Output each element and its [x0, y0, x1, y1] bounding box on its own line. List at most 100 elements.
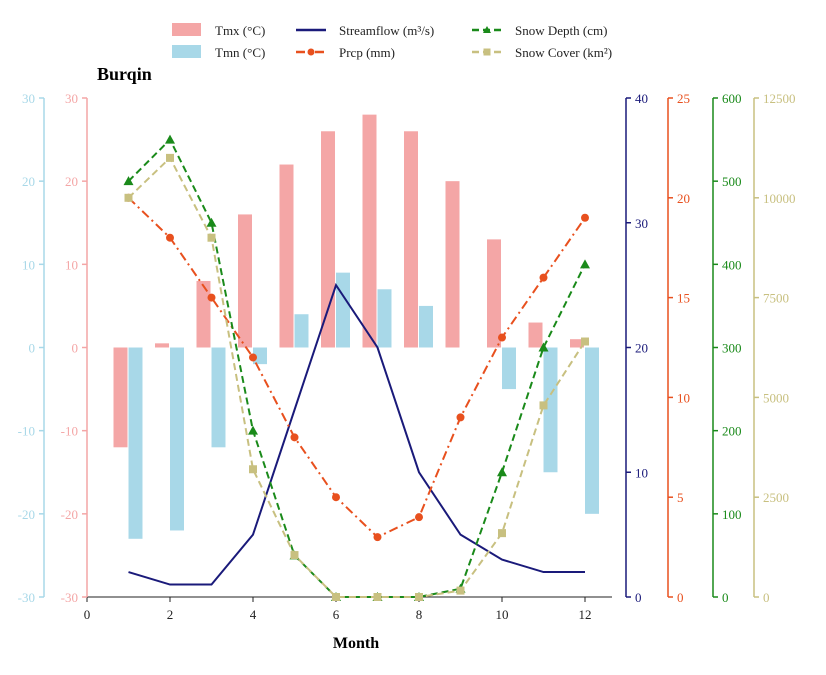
- prcp-tick-label: 0: [677, 590, 684, 605]
- temp_left_tmn-tick-label: 0: [29, 341, 36, 356]
- legend-snow-label: Snow Cover (km²): [515, 45, 612, 60]
- tmx-bar: [321, 131, 335, 348]
- snow-point: [580, 259, 590, 269]
- snow-point: [373, 593, 382, 601]
- prcp-point: [207, 293, 216, 302]
- prcp-point: [249, 353, 257, 362]
- tmn-bar: [377, 289, 392, 348]
- tmn-bar: [128, 347, 143, 539]
- temp_left_tmx-tick-label: 10: [65, 257, 78, 272]
- legend-snow-label: Snow Depth (cm): [515, 23, 607, 38]
- prcp-point: [373, 533, 382, 542]
- temp_left_tmn-tick-label: 30: [22, 91, 35, 106]
- tmx-bar: [570, 339, 584, 348]
- snow-point: [497, 467, 507, 477]
- tmn-bar: [543, 347, 558, 473]
- legend-prcp-label: Prcp (mm): [339, 45, 395, 60]
- snow-point: [332, 593, 340, 601]
- streamflow-tick-label: 10: [635, 465, 648, 480]
- legend-tmx-swatch: [172, 23, 201, 36]
- tmx-bar: [404, 131, 418, 348]
- prcp-point: [290, 433, 299, 442]
- tmn-bar: [170, 347, 184, 531]
- temp_left_tmx-tick-label: -30: [61, 590, 78, 605]
- prcp-tick-label: 25: [677, 91, 690, 106]
- temp_left_tmx-tick-label: -20: [61, 507, 78, 522]
- tmx-bar: [445, 181, 460, 348]
- streamflow-tick-label: 40: [635, 91, 648, 106]
- prcp-point: [166, 233, 174, 242]
- snow-point: [290, 551, 299, 560]
- tmn-bar: [585, 347, 599, 514]
- legend-snow-marker: [483, 26, 491, 33]
- tmx-bar: [113, 347, 128, 448]
- x-tick-label: 0: [84, 607, 91, 622]
- temp_left_tmn-tick-label: 10: [22, 257, 35, 272]
- streamflow-tick-label: 20: [635, 341, 648, 356]
- temp_left_tmn-tick-label: -30: [18, 590, 35, 605]
- x-tick-label: 12: [579, 607, 592, 622]
- snow_cover-tick-label: 12500: [763, 91, 796, 106]
- tmn-bar: [294, 314, 309, 348]
- temp_left_tmx-tick-label: 0: [72, 341, 79, 356]
- snow-point: [415, 593, 423, 601]
- tmx-bar: [279, 164, 294, 348]
- snow_cover-tick-label: 0: [763, 590, 770, 605]
- prcp-tick-label: 15: [677, 291, 690, 306]
- tmx-bar: [487, 239, 501, 348]
- tmx-bar: [238, 214, 252, 348]
- streamflow-tick-label: 0: [635, 590, 642, 605]
- snow-point: [249, 465, 257, 474]
- streamflow-line: [128, 282, 585, 586]
- snow-point: [207, 233, 216, 242]
- snow-point: [166, 153, 174, 162]
- chart-title: Burqin: [97, 64, 152, 84]
- tmx-bar: [362, 114, 377, 348]
- snow_cover-tick-label: 2500: [763, 490, 789, 505]
- prcp-point: [539, 273, 548, 282]
- temp_left_tmx-tick-label: -10: [61, 424, 78, 439]
- prcp-point: [456, 413, 465, 422]
- tmn-bar: [211, 347, 226, 448]
- temp_left_tmx-tick-label: 30: [65, 91, 78, 106]
- legend-tmn-swatch: [172, 45, 201, 58]
- snow-point: [456, 586, 465, 595]
- prcp-tick-label: 5: [677, 490, 684, 505]
- snow_cover-tick-label: 7500: [763, 291, 789, 306]
- snow-point: [124, 193, 133, 202]
- temp_left_tmn-tick-label: -10: [18, 424, 35, 439]
- prcp-point: [415, 513, 423, 522]
- snow-point: [165, 134, 175, 144]
- prcp-point: [581, 213, 589, 222]
- snow_depth-tick-label: 300: [722, 341, 742, 356]
- x-tick-label: 2: [167, 607, 174, 622]
- prcp-point: [498, 333, 506, 342]
- snow-point: [248, 425, 258, 435]
- snow_depth-tick-label: 400: [722, 257, 742, 272]
- tmn-bar: [502, 347, 516, 390]
- snow-line: [127, 137, 586, 598]
- legend-tmx-label: Tmx (°C): [215, 23, 265, 38]
- snow_depth-tick-label: 0: [722, 590, 729, 605]
- temp_left_tmx-tick-label: 20: [65, 174, 78, 189]
- snow-point: [206, 217, 217, 227]
- tmn-bar: [336, 272, 350, 348]
- legend-snow-marker: [483, 48, 491, 56]
- snow_depth-tick-label: 100: [722, 507, 742, 522]
- snow_cover-tick-label: 5000: [763, 390, 789, 405]
- x-axis-label: Month: [333, 635, 379, 652]
- x-tick-label: 4: [250, 607, 257, 622]
- x-tick-label: 10: [496, 607, 509, 622]
- legend-prcp-marker: [307, 48, 315, 56]
- x-tick-label: 6: [333, 607, 340, 622]
- x-tick-label: 8: [416, 607, 423, 622]
- snow-point: [498, 529, 506, 538]
- snow-point: [123, 176, 134, 186]
- prcp-tick-label: 20: [677, 191, 690, 206]
- snow_depth-tick-label: 500: [722, 174, 742, 189]
- tmx-bar: [155, 343, 169, 348]
- temp_left_tmn-tick-label: -20: [18, 507, 35, 522]
- prcp-point: [332, 493, 340, 502]
- tmx-bar: [528, 322, 543, 348]
- tmn-bar: [253, 347, 267, 365]
